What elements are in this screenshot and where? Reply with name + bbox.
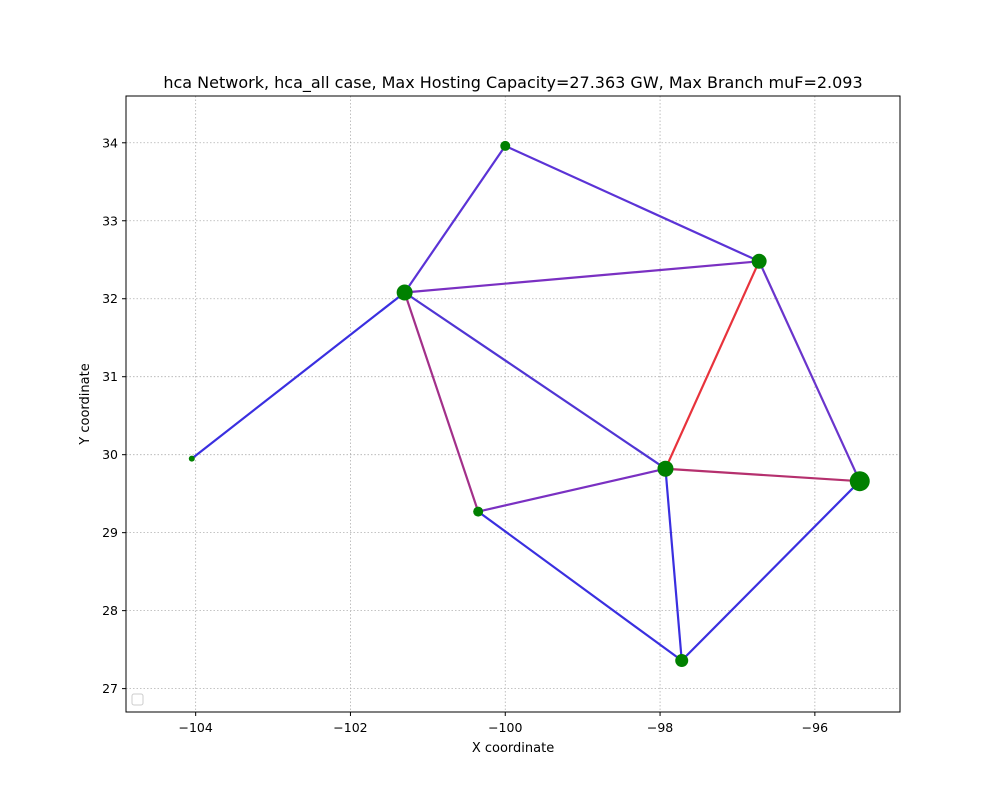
- node-n4: [751, 253, 767, 269]
- y-tick-label: 30: [102, 447, 118, 462]
- edge-n6-n8: [664, 467, 683, 662]
- y-tick-label: 31: [102, 369, 118, 384]
- edges: [190, 144, 861, 662]
- edge-n1-n2: [190, 291, 406, 460]
- edge-n2-n5: [403, 291, 480, 513]
- nodes: [188, 140, 870, 668]
- grid: [126, 96, 900, 712]
- x-tick-label: −96: [802, 720, 828, 735]
- node-n7: [849, 471, 870, 492]
- y-tick-label: 33: [102, 213, 118, 228]
- edge-n4-n6: [664, 260, 761, 470]
- node-n6: [657, 460, 674, 477]
- edge-n2-n4: [403, 260, 761, 294]
- x-tick-label: −102: [333, 720, 367, 735]
- node-n1: [188, 455, 195, 462]
- chart-title: hca Network, hca_all case, Max Hosting C…: [163, 73, 862, 93]
- edge-n8-n7: [680, 480, 861, 662]
- y-axis-ticks: 27 28 29 30 31 32 33 34: [102, 135, 126, 696]
- y-axis-label: Y coordinate: [78, 363, 93, 445]
- edge-n5-n6: [477, 467, 667, 513]
- y-tick-label: 29: [102, 525, 118, 540]
- x-tick-label: −98: [647, 720, 673, 735]
- edge-n5-n8: [477, 510, 683, 662]
- edge-n2-n6: [403, 291, 667, 470]
- legend-box: [131, 693, 144, 706]
- node-n3: [500, 140, 511, 151]
- node-n5: [473, 506, 484, 517]
- y-tick-label: 28: [102, 603, 118, 618]
- x-axis-ticks: −104 −102 −100 −98 −96: [178, 712, 828, 735]
- plot-frame: [125, 95, 901, 713]
- y-tick-label: 27: [102, 681, 118, 696]
- x-tick-label: −100: [488, 720, 522, 735]
- x-tick-label: −104: [178, 720, 212, 735]
- edge-n4-n7: [758, 260, 861, 483]
- edge-n2-n3: [403, 144, 507, 294]
- node-n2: [396, 284, 413, 301]
- y-tick-label: 32: [102, 291, 118, 306]
- edge-n3-n4: [504, 144, 761, 263]
- edge-n6-n7: [664, 467, 861, 483]
- x-axis-label: X coordinate: [472, 741, 554, 756]
- node-n8: [675, 654, 689, 668]
- y-tick-label: 34: [102, 135, 118, 150]
